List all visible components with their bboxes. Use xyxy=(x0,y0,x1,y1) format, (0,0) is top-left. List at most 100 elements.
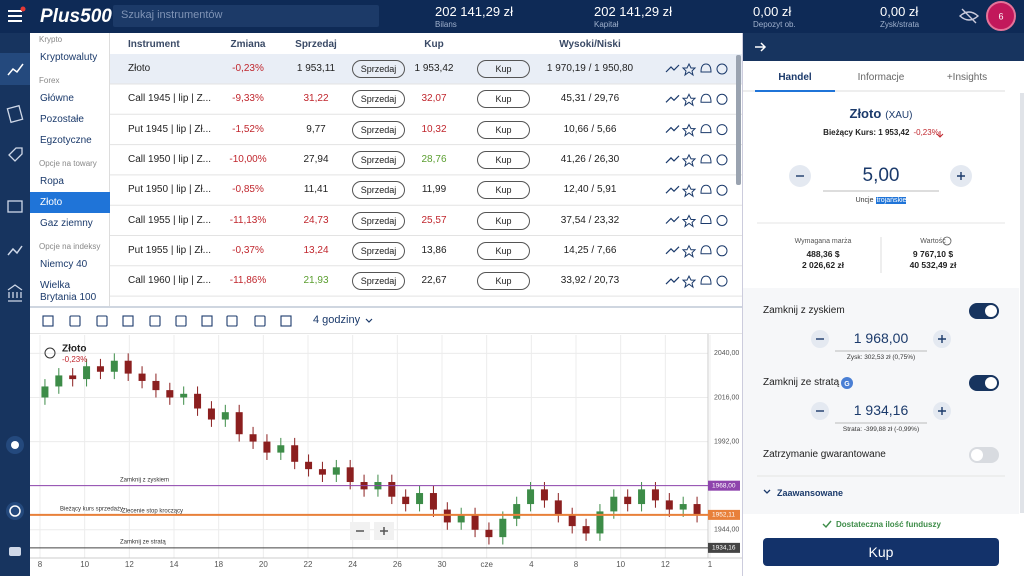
instrument-name: Put 1950 | lip | Zł... xyxy=(128,184,212,196)
buy-button[interactable]: Kup xyxy=(477,272,530,291)
order-value[interactable]: 1 934,16 xyxy=(853,402,909,418)
buy-price: 10,32 xyxy=(421,123,447,135)
buy-button[interactable]: Kup xyxy=(477,60,530,78)
buy-button[interactable]: Kup xyxy=(477,241,530,260)
chart-instrument: Złoto xyxy=(62,344,86,355)
level-tag-bg xyxy=(708,542,740,553)
sell-price: 27,94 xyxy=(303,153,329,165)
category-item[interactable]: Egzotyczne xyxy=(30,130,110,151)
sell-button[interactable]: Sprzedaj xyxy=(352,181,405,200)
category-item[interactable]: Gaz ziemny xyxy=(30,213,110,234)
scrollbar xyxy=(1020,93,1024,513)
star-icon xyxy=(681,214,697,228)
x-tick-label: cze xyxy=(480,560,493,569)
table-header: Sprzedaj xyxy=(295,39,337,50)
candle-body xyxy=(332,467,340,475)
x-tick-label: 1 xyxy=(708,560,713,569)
tab[interactable]: Handel xyxy=(778,72,812,83)
category-label: Wielka Brytania 100 xyxy=(40,280,97,303)
category-item[interactable]: Główne xyxy=(30,88,110,109)
candle-body xyxy=(457,515,465,523)
notification-dot xyxy=(20,6,26,12)
value-info-icon xyxy=(942,236,952,246)
high-low: 14,25 / 7,66 xyxy=(563,244,617,256)
amount[interactable]: 5,00 xyxy=(862,165,900,186)
level-tag-bg xyxy=(708,480,740,491)
chart-toolbar: 4 godziny xyxy=(30,306,742,334)
category-item[interactable]: Ropa xyxy=(30,171,110,192)
x-tick-label: 10 xyxy=(616,560,625,569)
bell-icon xyxy=(700,124,712,134)
category-label: Złoto xyxy=(40,197,63,208)
bell-icon xyxy=(700,184,712,194)
tab[interactable]: +Insights xyxy=(946,72,988,83)
advanced[interactable]: Zaawansowane xyxy=(777,488,844,498)
buy-button[interactable]: Kup xyxy=(477,90,530,109)
unit-prefix: Uncje xyxy=(855,197,874,204)
sell-button[interactable]: Sprzedaj xyxy=(352,241,405,260)
change: -11,86% xyxy=(229,275,267,287)
sell-button[interactable]: Sprzedaj xyxy=(352,60,405,78)
collapse-arrow xyxy=(755,42,767,52)
level-label: Bieżący kurs sprzedaży xyxy=(60,506,123,512)
rail-icons xyxy=(0,53,30,556)
margin-value: 2 026,62 zł xyxy=(801,260,845,270)
y-tick-label: 1944,00 xyxy=(714,527,739,534)
instrument-instrument: Złoto xyxy=(849,106,882,121)
toggle-knob xyxy=(971,449,983,461)
candle-body xyxy=(485,529,493,538)
zoom-in-sign xyxy=(380,527,388,535)
candle-body xyxy=(499,518,507,538)
badge-bg xyxy=(841,377,853,389)
buy-button[interactable]: Kup xyxy=(477,211,530,230)
timeframe[interactable]: 4 godziny xyxy=(313,314,361,326)
x-tick-label: 8 xyxy=(38,560,43,569)
toolbar-icon xyxy=(96,315,108,327)
category-item[interactable]: Niemcy 40 xyxy=(30,254,110,275)
value-label: Wartość xyxy=(920,238,946,245)
candle-body xyxy=(249,434,257,442)
icon-target xyxy=(6,502,24,520)
tab[interactable]: Informacje xyxy=(857,72,905,83)
icon-bank xyxy=(7,284,23,302)
order-note: Zysk: 302,53 zł (0,75%) xyxy=(846,354,916,361)
category-item[interactable]: Kryptowaluty xyxy=(30,47,110,68)
candle-body xyxy=(263,441,271,453)
star-icon xyxy=(681,153,697,168)
value-value: 40 532,49 zł xyxy=(909,260,957,270)
sell-button[interactable]: Sprzedaj xyxy=(352,120,405,139)
panel-shapes: G xyxy=(743,42,1024,529)
buy-button[interactable]: Kup xyxy=(477,150,530,169)
unit-highlight: trojańskie xyxy=(876,197,907,204)
sell-button[interactable]: Sprzedaj xyxy=(352,150,405,169)
level-label: Zamknij z zyskiem xyxy=(120,477,169,483)
buy-button[interactable]: Kup xyxy=(763,538,999,566)
toolbar-icon xyxy=(175,315,187,327)
sell-button[interactable]: Sprzedaj xyxy=(352,90,405,109)
stat-label: Bilans xyxy=(435,20,457,29)
candle-body xyxy=(638,489,646,505)
category-item[interactable]: Złoto xyxy=(30,192,110,213)
header: 6 Plus500 Szukaj instrumentów 202 141,29 zł… xyxy=(0,0,1024,33)
category-label: Niemcy 40 xyxy=(40,259,88,270)
candle-body xyxy=(582,526,590,534)
y-tick-label: 1992,00 xyxy=(714,438,739,445)
search-box[interactable]: Szukaj instrumentów xyxy=(113,5,379,27)
trend-icon xyxy=(665,64,680,73)
candle-body xyxy=(693,504,701,516)
category-item[interactable]: Wielka Brytania 100 xyxy=(30,275,110,305)
x-tick-label: 10 xyxy=(80,560,89,569)
candle-body xyxy=(138,373,146,381)
order-value[interactable]: 1 968,00 xyxy=(853,330,909,346)
buy-button[interactable]: Kup xyxy=(477,181,530,200)
category-item[interactable]: Pozostałe xyxy=(30,109,110,130)
x-tick-label: 18 xyxy=(214,560,223,569)
buy-button[interactable]: Kup xyxy=(477,120,530,139)
sell-button[interactable]: Sprzedaj xyxy=(352,211,405,230)
toolbar-icon xyxy=(226,315,238,327)
candle-body xyxy=(624,496,632,505)
sell-button[interactable]: Sprzedaj xyxy=(352,272,405,291)
scrollbar xyxy=(736,55,741,185)
toolbar-icon xyxy=(201,315,213,327)
